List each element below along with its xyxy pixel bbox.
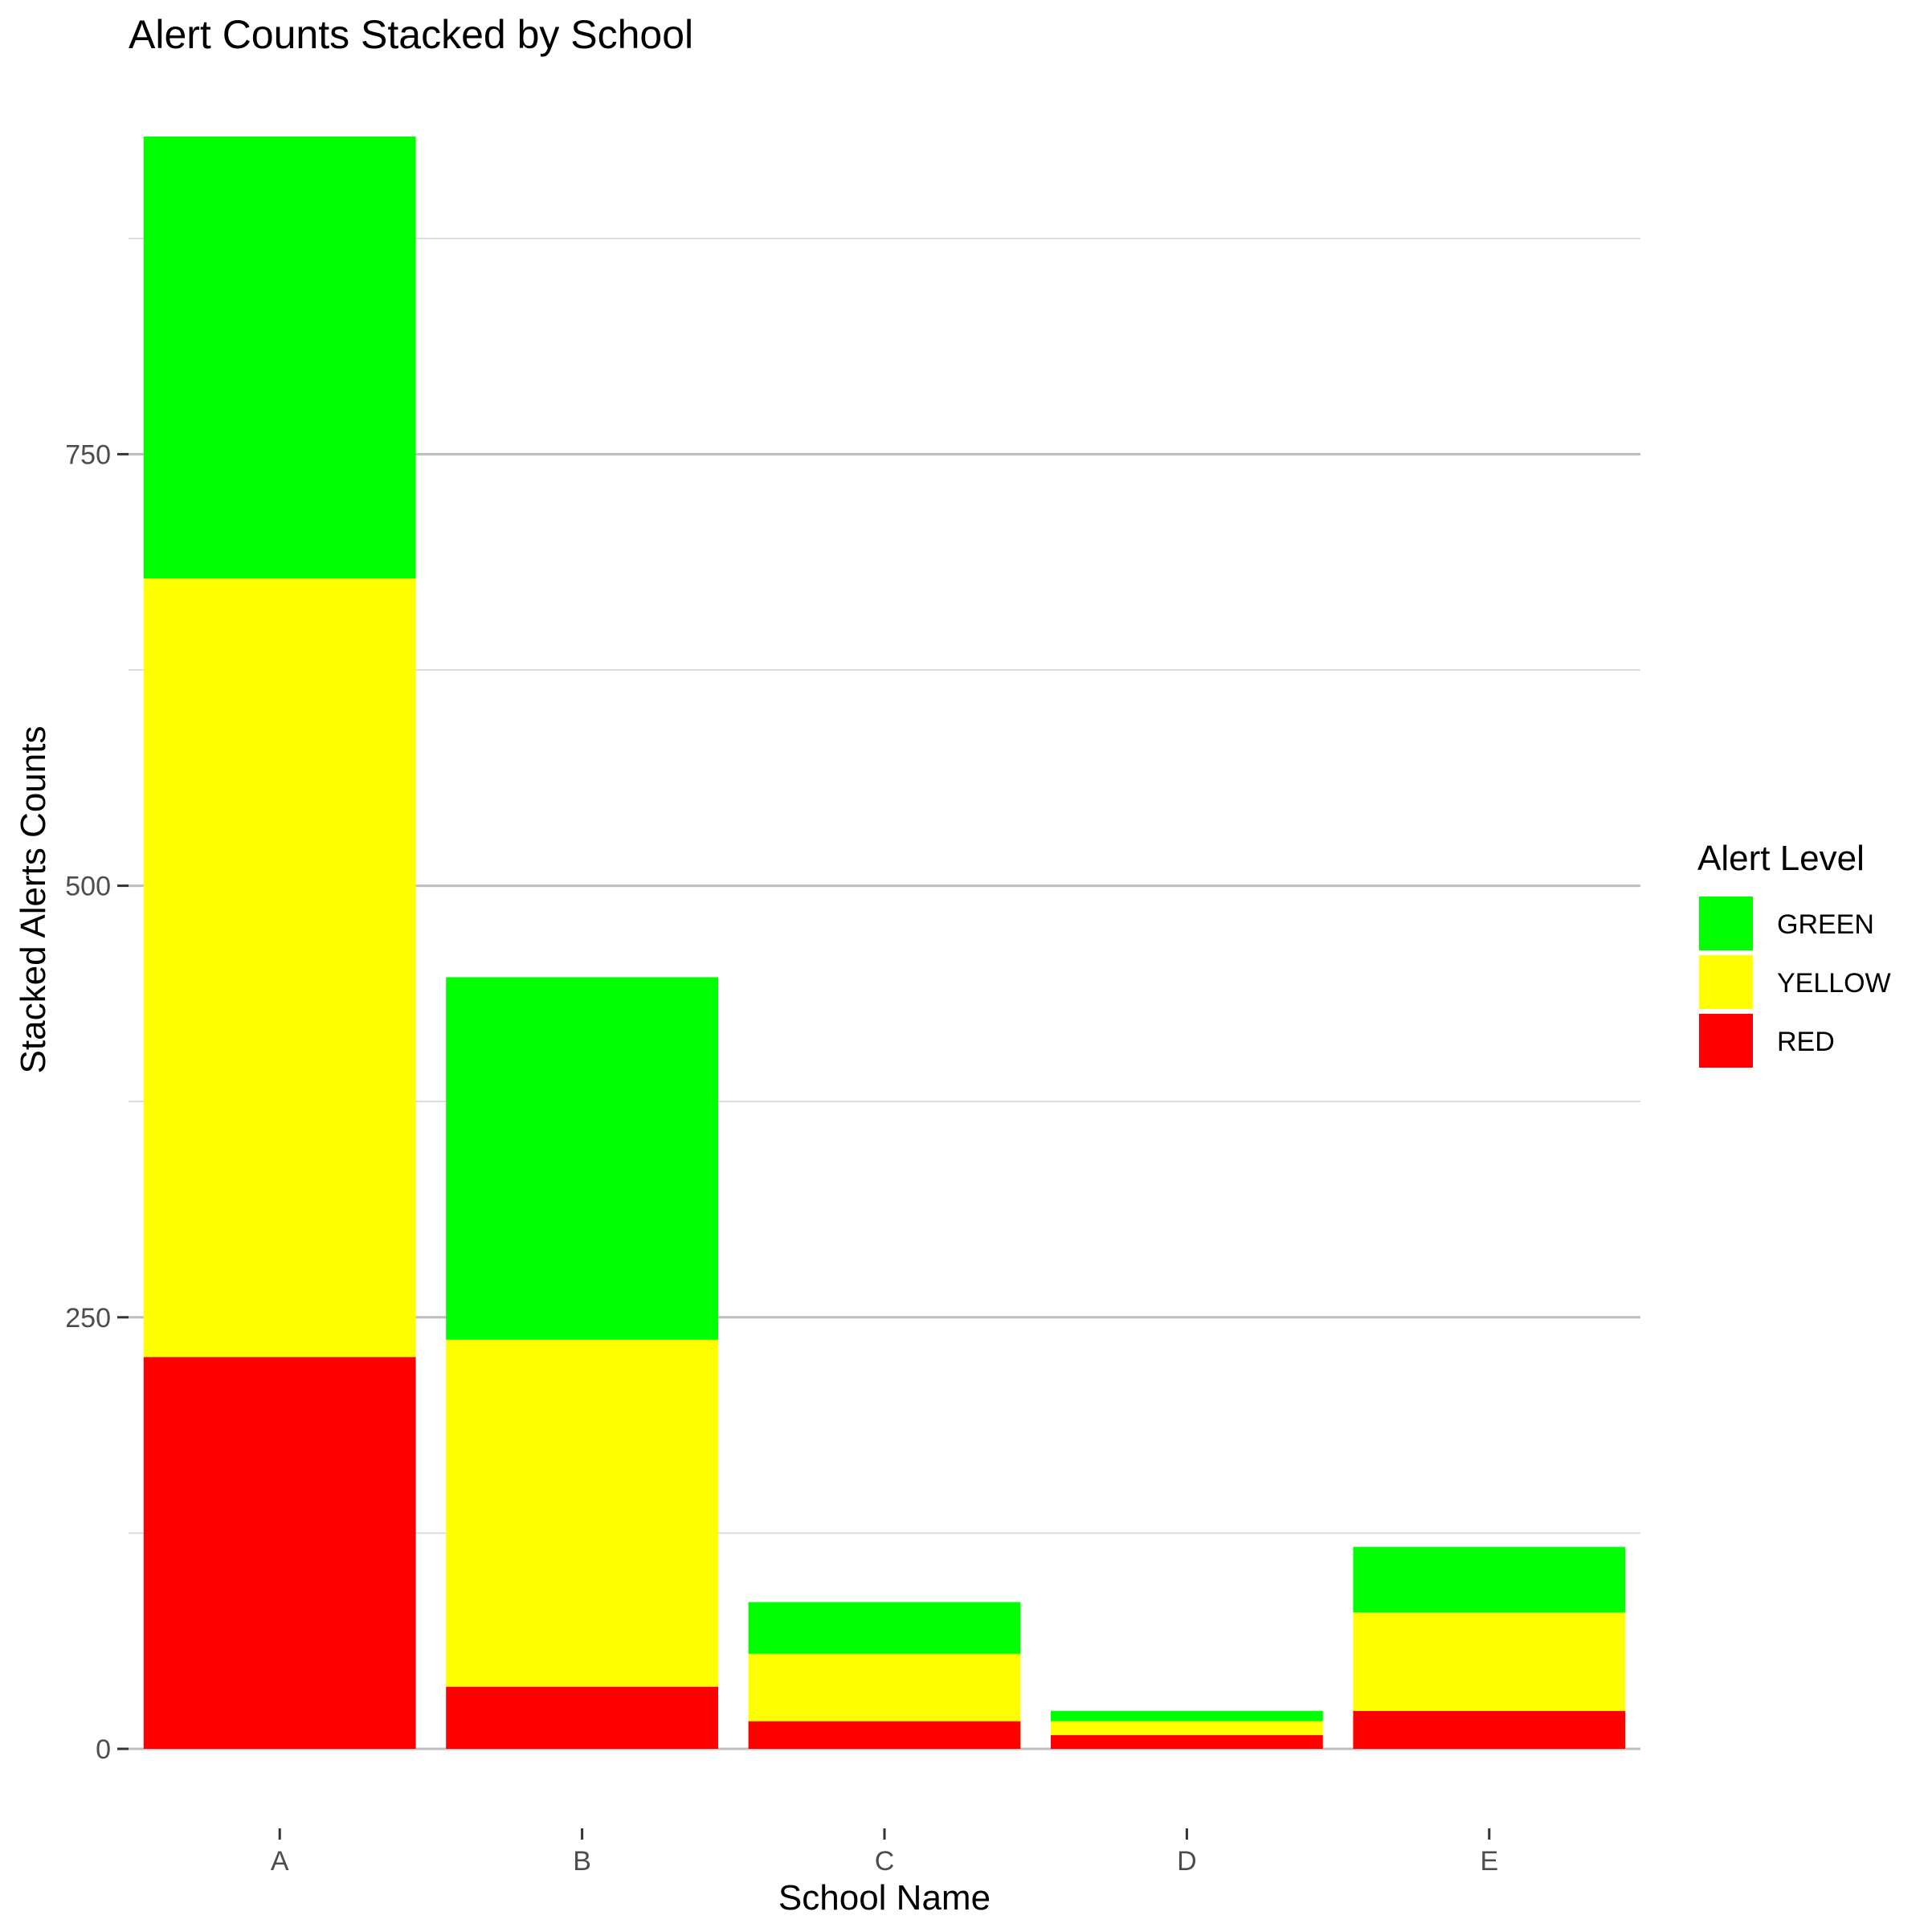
bar-E-yellow xyxy=(1353,1612,1626,1711)
bar-C-red xyxy=(748,1721,1021,1749)
legend-label-green: GREEN xyxy=(1777,909,1874,940)
y-tick-label: 750 xyxy=(65,439,111,470)
x-tick-label: B xyxy=(573,1846,591,1877)
legend: Alert Level GREEN YELLOW RED xyxy=(1697,839,1891,1068)
chart-title: Alert Counts Stacked by School xyxy=(129,12,693,57)
y-tick-label: 0 xyxy=(96,1734,111,1765)
bar-A-red xyxy=(143,1357,416,1749)
bar-E-red xyxy=(1353,1710,1626,1749)
bar-D-yellow xyxy=(1051,1721,1323,1735)
legend-items: GREEN YELLOW RED xyxy=(1699,897,1891,1068)
legend-swatch-yellow xyxy=(1699,955,1753,1009)
x-tick-label: E xyxy=(1480,1846,1498,1877)
y-tick-label: 250 xyxy=(65,1303,111,1334)
x-axis-title: School Name xyxy=(778,1878,991,1918)
legend-label-red: RED xyxy=(1777,1027,1835,1057)
legend-title: Alert Level xyxy=(1697,839,1865,878)
bar-A-yellow xyxy=(143,578,416,1358)
y-tick-label: 500 xyxy=(65,872,111,902)
bar-A-green xyxy=(143,137,416,579)
bars-layer xyxy=(143,137,1626,1749)
y-axis-title: Stacked Alerts Counts xyxy=(14,726,53,1074)
bar-B-green xyxy=(446,977,718,1340)
bar-C-green xyxy=(748,1602,1021,1654)
legend-label-yellow: YELLOW xyxy=(1777,968,1891,999)
legend-swatch-green xyxy=(1699,897,1753,950)
x-tick-label: C xyxy=(875,1846,895,1877)
axis-layer: 0 250 500 750 A B C D E xyxy=(65,439,1498,1877)
bar-D-green xyxy=(1051,1710,1323,1722)
bar-B-yellow xyxy=(446,1339,718,1687)
legend-swatch-red xyxy=(1699,1014,1753,1068)
bar-B-red xyxy=(446,1686,718,1749)
bar-D-red xyxy=(1051,1734,1323,1749)
bar-C-yellow xyxy=(748,1653,1021,1722)
x-tick-label: D xyxy=(1177,1846,1197,1877)
bar-E-green xyxy=(1353,1546,1626,1613)
x-tick-label: A xyxy=(271,1846,289,1877)
